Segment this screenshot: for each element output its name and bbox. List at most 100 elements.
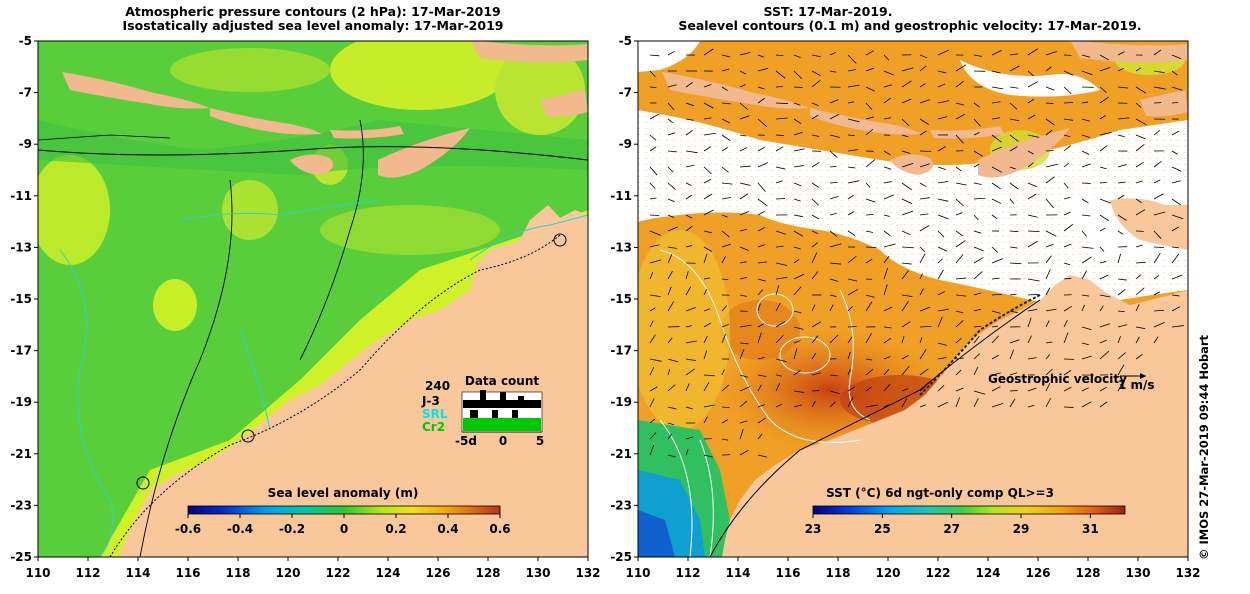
left-colorbar-tick-label: 0.4 (437, 522, 458, 536)
left-x-tick-label: 118 (225, 566, 250, 580)
right-x-tick-label: 120 (875, 566, 900, 580)
left-x-tick-label: 112 (75, 566, 100, 580)
left-sla-patch (153, 279, 197, 331)
left-sla-patch (222, 180, 278, 240)
data-count-title: Data count (465, 374, 540, 388)
left-x-tick-label: 116 (175, 566, 200, 580)
right-y-tick-label: -11 (610, 189, 632, 203)
left-y-tick-label: -11 (10, 189, 32, 203)
left-x-tick-label: 124 (375, 566, 400, 580)
left-y-tick-label: -5 (19, 34, 32, 48)
right-y-tick-label: -15 (610, 292, 632, 306)
right-colorbar-gradient (813, 506, 1125, 514)
right-y-tick-label: -9 (619, 137, 632, 151)
left-sla-patch (170, 48, 330, 92)
left-x-tick-label: 126 (425, 566, 450, 580)
right-x-tick-label: 126 (1025, 566, 1050, 580)
right-title-line2: Sealevel contours (0.1 m) and geostrophi… (678, 18, 1141, 33)
left-y-tick-label: -13 (10, 240, 32, 254)
right-x-tick-label: 118 (825, 566, 850, 580)
left-colorbar-tick-label: 0.6 (489, 522, 510, 536)
velocity-arrow (776, 103, 788, 104)
left-sla-patch (320, 205, 500, 255)
velocity-arrow (1046, 103, 1053, 104)
left-map (30, 30, 588, 557)
left-title-line2: Isostatically adjusted sea level anomaly… (123, 18, 504, 33)
left-colorbar-tick-label: -0.4 (227, 522, 253, 536)
velocity-arrow (1010, 390, 1018, 391)
left-colorbar-tick-label: -0.6 (175, 522, 201, 536)
right-y-tick-label: -21 (610, 447, 632, 461)
right-y-tick-label: -13 (610, 240, 632, 254)
left-x-tick-label: 130 (525, 566, 550, 580)
left-x-axis: 110 112 114 116 118 120 122 124 126 128 130 132 (25, 557, 600, 580)
left-y-tick-label: -19 (10, 395, 32, 409)
left-y-axis: -5 -7 -9 -11 -13 -15 -17 -19 -21 -23 -25 (10, 34, 38, 564)
velocity-legend-unit: 1 m/s (1118, 378, 1155, 392)
left-x-tick-label: 110 (25, 566, 50, 580)
data-count-row-j3: J-3 (421, 394, 440, 408)
data-count-axis-right: 5 (536, 434, 544, 448)
right-y-tick-label: -7 (619, 86, 632, 100)
left-y-tick-label: -21 (10, 447, 32, 461)
left-y-tick-label: -23 (10, 498, 32, 512)
right-x-axis: 110 112 114 116 118 120 122 124 126 128 130 132 (625, 557, 1200, 580)
left-x-tick-label: 114 (125, 566, 150, 580)
data-count-max-label: 240 (425, 379, 450, 393)
left-y-tick-label: -9 (19, 137, 32, 151)
right-colorbar-tick-label: 29 (1013, 522, 1030, 536)
left-colorbar-tick-label: 0 (340, 522, 348, 536)
left-y-tick-label: -25 (10, 550, 32, 564)
left-colorbar-tick-label: 0.2 (385, 522, 406, 536)
right-x-tick-label: 124 (975, 566, 1000, 580)
right-colorbar-tick-label: 23 (805, 522, 822, 536)
left-y-tick-label: -15 (10, 292, 32, 306)
data-count-bars (462, 390, 542, 432)
left-x-tick-label: 120 (275, 566, 300, 580)
right-x-tick-label: 128 (1075, 566, 1100, 580)
left-colorbar-tick-label: -0.2 (279, 522, 305, 536)
right-y-tick-label: -23 (610, 498, 632, 512)
right-x-tick-label: 122 (925, 566, 950, 580)
velocity-arrow (848, 326, 856, 327)
right-title-line1: SST: 17-Mar-2019. (764, 4, 893, 19)
left-x-tick-label: 132 (575, 566, 600, 580)
right-x-tick-label: 110 (625, 566, 650, 580)
data-count-axis-center: 0 (499, 434, 507, 448)
data-count-row-cr2: Cr2 (422, 420, 445, 434)
velocity-arrow (650, 87, 656, 88)
right-y-tick-label: -25 (610, 550, 632, 564)
left-x-tick-label: 128 (475, 566, 500, 580)
right-y-tick-label: -19 (610, 395, 632, 409)
right-x-tick-label: 112 (675, 566, 700, 580)
right-x-tick-label: 132 (1175, 566, 1200, 580)
left-colorbar-label: Sea level anomaly (m) (268, 486, 419, 500)
left-x-tick-label: 122 (325, 566, 350, 580)
left-sla-patch (30, 155, 110, 265)
right-y-axis: -5 -7 -9 -11 -13 -15 -17 -19 -21 -23 -25 (610, 34, 638, 564)
velocity-arrow (1064, 102, 1073, 103)
data-count-axis-left: -5d (455, 434, 477, 448)
right-colorbar-label: SST (°C) 6d ngt-only comp QL>=3 (826, 486, 1054, 500)
data-count-row-srl: SRL (422, 407, 448, 421)
right-colorbar-tick-label: 31 (1082, 522, 1099, 536)
right-map (630, 40, 1188, 557)
right-x-tick-label: 130 (1125, 566, 1150, 580)
right-colorbar-tick-label: 27 (943, 522, 960, 536)
left-y-tick-label: -7 (19, 86, 32, 100)
right-x-tick-label: 114 (725, 566, 750, 580)
left-colorbar-gradient (188, 506, 500, 514)
velocity-arrow (794, 87, 802, 88)
left-y-tick-label: -17 (10, 344, 32, 358)
right-colorbar-tick-label: 25 (874, 522, 891, 536)
left-title-line1: Atmospheric pressure contours (2 hPa): 1… (125, 4, 501, 19)
right-y-tick-label: -17 (610, 344, 632, 358)
right-x-tick-label: 116 (775, 566, 800, 580)
right-y-tick-label: -5 (619, 34, 632, 48)
velocity-legend-label: Geostrophic velocity (988, 372, 1127, 386)
right-sst-cool-area (630, 230, 730, 430)
velocity-arrow (848, 135, 855, 136)
imos-credit: © IMOS 27-Mar-2019 09:44 Hobart (1197, 334, 1211, 560)
velocity-arrow (776, 135, 784, 136)
